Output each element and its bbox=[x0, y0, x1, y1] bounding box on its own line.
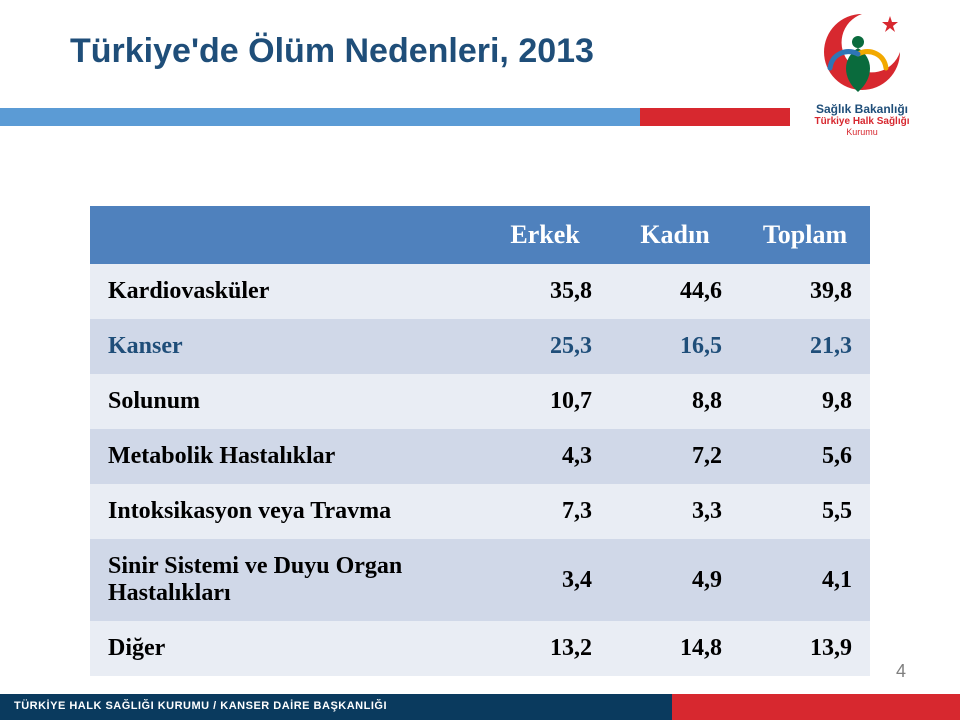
table-header-erkek: Erkek bbox=[480, 206, 610, 264]
cell: 4,1 bbox=[740, 539, 870, 621]
page-number: 4 bbox=[896, 661, 906, 682]
row-label: Diğer bbox=[90, 621, 480, 676]
cell: 44,6 bbox=[610, 264, 740, 319]
footer-bar: TÜRKİYE HALK SAĞLIĞI KURUMU / KANSER DAİ… bbox=[0, 694, 960, 720]
ministry-logo: Sağlık Bakanlığı Türkiye Halk Sağlığı Ku… bbox=[792, 8, 932, 148]
cell: 8,8 bbox=[610, 374, 740, 429]
cell: 3,3 bbox=[610, 484, 740, 539]
table-header-kadin: Kadın bbox=[610, 206, 740, 264]
table-row: Solunum 10,7 8,8 9,8 bbox=[90, 374, 870, 429]
logo-text-sub: Kurumu bbox=[792, 127, 932, 137]
table-row: Intoksikasyon veya Travma 7,3 3,3 5,5 bbox=[90, 484, 870, 539]
page-title: Türkiye'de Ölüm Nedenleri, 2013 bbox=[70, 32, 594, 71]
logo-text-ministry: Sağlık Bakanlığı bbox=[792, 102, 932, 116]
deaths-table-container: Erkek Kadın Toplam Kardiovasküler 35,8 4… bbox=[90, 206, 870, 676]
crescent-figure-icon bbox=[812, 8, 912, 100]
row-label: Metabolik Hastalıklar bbox=[90, 429, 480, 484]
table-header-row: Erkek Kadın Toplam bbox=[90, 206, 870, 264]
table-header-toplam: Toplam bbox=[740, 206, 870, 264]
row-label: Sinir Sistemi ve Duyu Organ Hastalıkları bbox=[90, 539, 480, 621]
cell: 35,8 bbox=[480, 264, 610, 319]
cell: 5,6 bbox=[740, 429, 870, 484]
cell: 10,7 bbox=[480, 374, 610, 429]
table-row: Sinir Sistemi ve Duyu Organ Hastalıkları… bbox=[90, 539, 870, 621]
table-header-blank bbox=[90, 206, 480, 264]
footer-text: TÜRKİYE HALK SAĞLIĞI KURUMU / KANSER DAİ… bbox=[0, 694, 960, 712]
row-label: Kanser bbox=[90, 319, 480, 374]
cell: 39,8 bbox=[740, 264, 870, 319]
cell: 7,2 bbox=[610, 429, 740, 484]
cell: 13,2 bbox=[480, 621, 610, 676]
cell: 9,8 bbox=[740, 374, 870, 429]
cell: 16,5 bbox=[610, 319, 740, 374]
table-row: Diğer 13,2 14,8 13,9 bbox=[90, 621, 870, 676]
cell: 13,9 bbox=[740, 621, 870, 676]
row-label: Intoksikasyon veya Travma bbox=[90, 484, 480, 539]
table-row: Kardiovasküler 35,8 44,6 39,8 bbox=[90, 264, 870, 319]
cell: 4,3 bbox=[480, 429, 610, 484]
header-area: Türkiye'de Ölüm Nedenleri, 2013 Sağlık B… bbox=[0, 0, 960, 170]
row-label: Kardiovasküler bbox=[90, 264, 480, 319]
cell: 25,3 bbox=[480, 319, 610, 374]
deaths-table: Erkek Kadın Toplam Kardiovasküler 35,8 4… bbox=[90, 206, 870, 676]
cell: 3,4 bbox=[480, 539, 610, 621]
table-row: Kanser 25,3 16,5 21,3 bbox=[90, 319, 870, 374]
logo-text-agency: Türkiye Halk Sağlığı bbox=[792, 116, 932, 127]
table-row: Metabolik Hastalıklar 4,3 7,2 5,6 bbox=[90, 429, 870, 484]
cell: 7,3 bbox=[480, 484, 610, 539]
cell: 21,3 bbox=[740, 319, 870, 374]
row-label: Solunum bbox=[90, 374, 480, 429]
cell: 14,8 bbox=[610, 621, 740, 676]
cell: 5,5 bbox=[740, 484, 870, 539]
cell: 4,9 bbox=[610, 539, 740, 621]
